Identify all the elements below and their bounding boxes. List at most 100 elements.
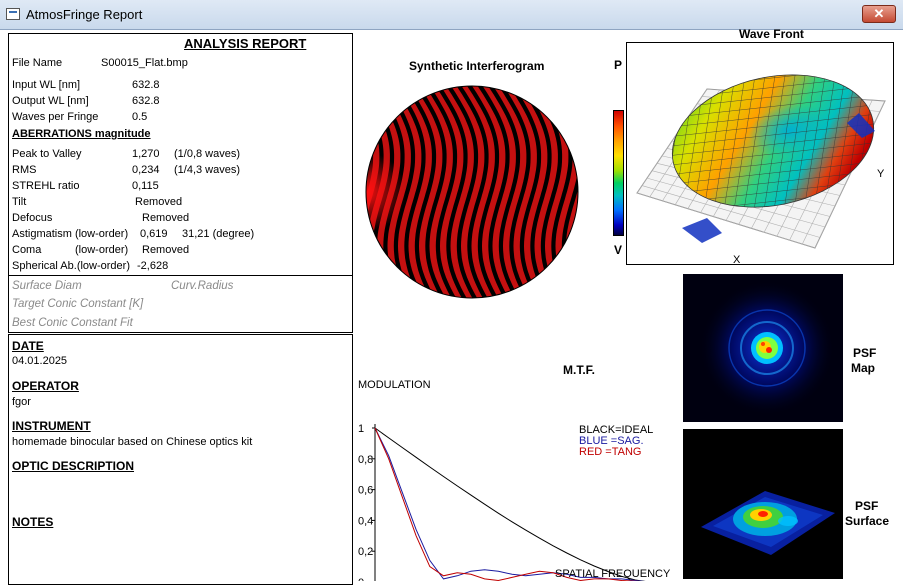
mtf-xlabel: SPATIAL FREQUENCY (555, 568, 671, 580)
wavefront-mesh-line (659, 169, 887, 196)
notes-panel: DATE 04.01.2025 OPERATOR fgor INSTRUMENT… (8, 334, 353, 585)
wavefront-title: Wave Front (739, 27, 804, 41)
rms-label: RMS (12, 164, 37, 176)
wavefront-mesh-line (659, 103, 887, 129)
interferogram-title: Synthetic Interferogram (409, 59, 545, 73)
waves-per-fringe-value: 0.5 (132, 111, 148, 123)
report-divider (9, 275, 352, 276)
wavefront-mesh-line (801, 62, 828, 224)
instrument-value: homemade binocular based on Chinese opti… (12, 436, 253, 448)
ptv-label: Peak to Valley (12, 148, 82, 160)
file-name-value: S00015_Flat.bmp (101, 57, 188, 69)
aberrations-heading: ABERRATIONS magnitude (12, 128, 151, 140)
wavefront-mesh-line (741, 62, 768, 224)
defocus-value: Removed (142, 212, 190, 224)
astigmatism-value: 0,619 (140, 228, 168, 240)
input-wl-value: 632.8 (132, 79, 160, 91)
wavefront-mesh-line (659, 131, 887, 158)
psf-map-image (683, 274, 843, 422)
mtf-axes: 00,20,40,60,810,20,40,60,81,0 (358, 423, 376, 581)
spherical-label: Spherical Ab.(low-order) (12, 260, 130, 272)
wavefront-mesh-line (721, 62, 748, 224)
interferogram-hotspot (366, 86, 578, 298)
output-wl-value: 632.8 (132, 95, 160, 107)
mtf-title: M.T.F. (563, 363, 595, 377)
mtf-chart: MODULATION 00,20,40,60,810,20,40,60,81,0… (358, 379, 671, 581)
astigmatism-label: Astigmatism (low-order) (12, 228, 129, 240)
wavefront-mesh-line (659, 112, 887, 139)
mtf-series-ideal (374, 427, 646, 581)
best-conic-label: Best Conic Constant Fit (12, 317, 133, 329)
mtf-y-tick-label: 0,4 (358, 515, 373, 527)
psf-surface-image (683, 429, 843, 579)
wavefront-mesh-line (659, 160, 887, 186)
tilt-label: Tilt (12, 196, 27, 208)
curv-radius-label: Curv.Radius (171, 280, 234, 292)
wavefront-mesh-line (791, 62, 818, 224)
coma-order: (low-order) (75, 244, 129, 256)
optic-description-heading: OPTIC DESCRIPTION (12, 459, 135, 473)
psf-map-label-2: Map (851, 361, 875, 375)
synthetic-interferogram (365, 85, 579, 299)
psf-surface-label-1: PSF (855, 499, 879, 513)
wavefront-mesh-line (711, 62, 738, 224)
wavefront-y-axis: Y (877, 168, 885, 180)
wavefront-mesh-line (659, 122, 887, 148)
psf-map-label-1: PSF (853, 346, 877, 360)
wavefront-mesh-line (659, 93, 887, 120)
mtf-lines (374, 427, 646, 581)
wavefront-surface: Y X (636, 57, 887, 265)
colorbar-top-label: P (614, 58, 623, 72)
strehl-label: STREHL ratio (12, 180, 80, 192)
ptv-waves: (1/0,8 waves) (174, 148, 241, 160)
mtf-legend-entry: BLUE =SAG. (579, 435, 644, 447)
input-wl-label: Input WL [nm] (12, 79, 81, 91)
title-bar: AtmosFringe Report ✕ (0, 0, 903, 30)
file-name-label: File Name (12, 57, 63, 69)
mtf-y-tick-label: 0,8 (358, 454, 373, 466)
spherical-value: -2,628 (137, 260, 169, 272)
mtf-legend-entry: RED =TANG (579, 446, 641, 458)
operator-value: fgor (12, 396, 31, 408)
fringe-pattern (366, 86, 578, 298)
defocus-label: Defocus (12, 212, 53, 224)
wavefront-mesh-line (781, 62, 808, 224)
mtf-legend-entry: BLACK=IDEAL (579, 424, 653, 436)
operator-heading: OPERATOR (12, 379, 79, 393)
colorbar-scale (613, 110, 624, 236)
wavefront-plot: Y X (626, 42, 894, 265)
mtf-y-tick-label: 0,6 (358, 485, 373, 497)
colorbar-bottom-label: V (614, 243, 623, 257)
wavefront-x-axis: X (733, 254, 741, 265)
waves-per-fringe-label: Waves per Fringe (12, 111, 99, 123)
rms-waves: (1/4,3 waves) (174, 164, 241, 176)
notes-heading: NOTES (12, 515, 54, 529)
report-client-area: ANALYSIS REPORT File Name S00015_Flat.bm… (0, 27, 903, 588)
target-conic-label: Target Conic Constant [K] (12, 298, 144, 310)
surface-diam-label: Surface Diam (12, 280, 82, 292)
psf-surface-label-2: Surface (845, 514, 890, 528)
wavefront-mesh-line (751, 62, 778, 224)
mtf-y-tick-label: 1 (358, 423, 364, 435)
mtf-ylabel: MODULATION (358, 379, 431, 391)
coma-value: Removed (142, 244, 190, 256)
wavefront-mesh-line (659, 141, 887, 167)
astigmatism-angle: 31,21 (degree) (182, 228, 255, 240)
date-value: 04.01.2025 (12, 355, 68, 367)
window-title: AtmosFringe Report (26, 7, 143, 22)
app-icon (6, 8, 20, 20)
rms-value: 0,234 (132, 164, 160, 176)
tilt-value: Removed (135, 196, 183, 208)
date-heading: DATE (12, 339, 44, 353)
mtf-y-tick-label: 0 (358, 577, 364, 581)
mtf-series-tang (374, 427, 641, 581)
coma-label: Coma (12, 244, 42, 256)
close-button[interactable]: ✕ (862, 5, 896, 23)
mtf-y-tick-label: 0,2 (358, 546, 373, 558)
strehl-value: 0,115 (132, 180, 159, 192)
ptv-value: 1,270 (132, 148, 160, 160)
wavefront-mesh-line (659, 150, 887, 177)
instrument-heading: INSTRUMENT (12, 419, 91, 433)
analysis-report-heading: ANALYSIS REPORT (184, 36, 307, 51)
